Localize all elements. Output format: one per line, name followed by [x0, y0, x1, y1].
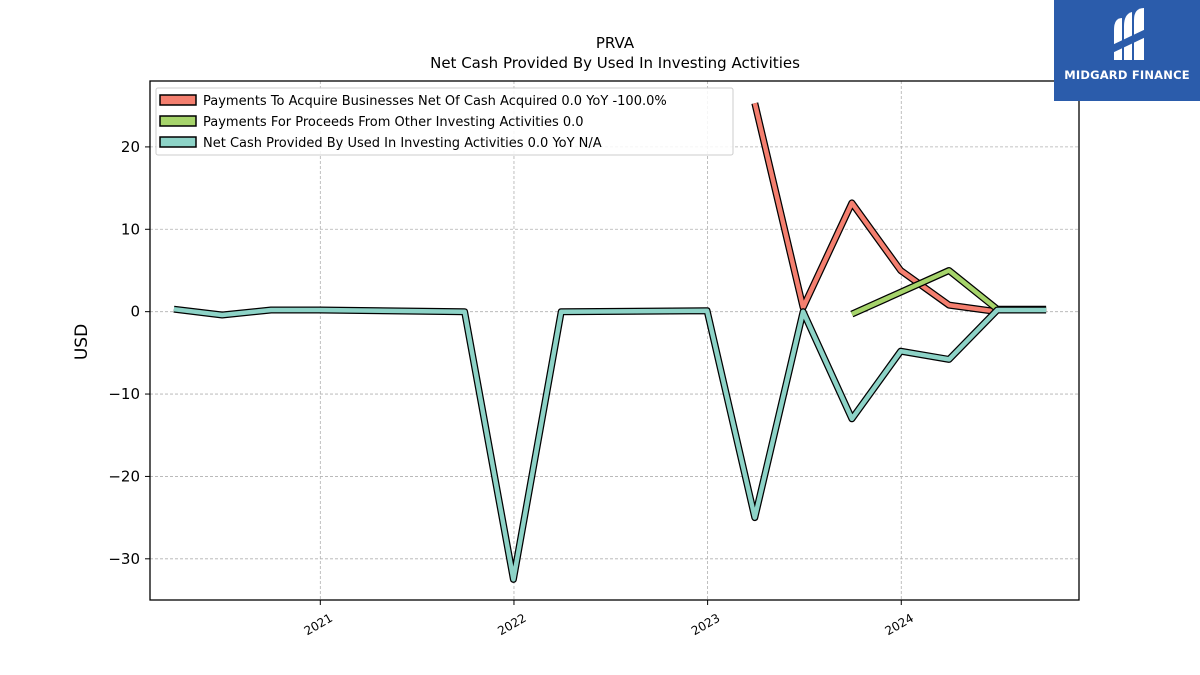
- chart-subtitle: Net Cash Provided By Used In Investing A…: [430, 54, 800, 72]
- x-tick-label: 2023: [689, 611, 722, 638]
- legend-entry: Net Cash Provided By Used In Investing A…: [203, 136, 602, 151]
- plot-area-frame: [149, 80, 1080, 601]
- legend: Payments To Acquire Businesses Net Of Ca…: [155, 87, 734, 156]
- brand-logo: MIDGARD FINANCE: [1054, 0, 1200, 101]
- x-tick-label: 2021: [302, 611, 335, 638]
- y-tick-label: 20: [121, 138, 140, 156]
- y-axis-label: USD: [72, 324, 92, 360]
- midgard-m-logo-icon: [1110, 8, 1148, 60]
- y-tick-label: −10: [108, 385, 140, 403]
- chart-title: PRVA: [596, 34, 635, 52]
- legend-swatch: [159, 136, 197, 148]
- series-line: [173, 306, 1047, 582]
- series-line: [752, 102, 998, 314]
- legend-box: [155, 87, 734, 156]
- brand-name: MIDGARD FINANCE: [1064, 68, 1190, 82]
- legend-entry: Payments For Proceeds From Other Investi…: [203, 115, 584, 130]
- grid-lines: [150, 81, 1079, 600]
- y-tick-label: 10: [121, 220, 140, 238]
- y-tick-label: −20: [108, 467, 140, 485]
- series-lines: [173, 102, 1047, 583]
- legend-swatch: [159, 94, 197, 106]
- y-tick-label: −30: [108, 550, 140, 568]
- series-line-outline: [173, 305, 1047, 583]
- x-tick-label: 2022: [495, 611, 528, 638]
- legend-swatch: [159, 115, 197, 127]
- y-tick-label: 0: [130, 303, 140, 321]
- x-tick-label: 2024: [883, 611, 916, 638]
- legend-entry: Payments To Acquire Businesses Net Of Ca…: [203, 94, 667, 109]
